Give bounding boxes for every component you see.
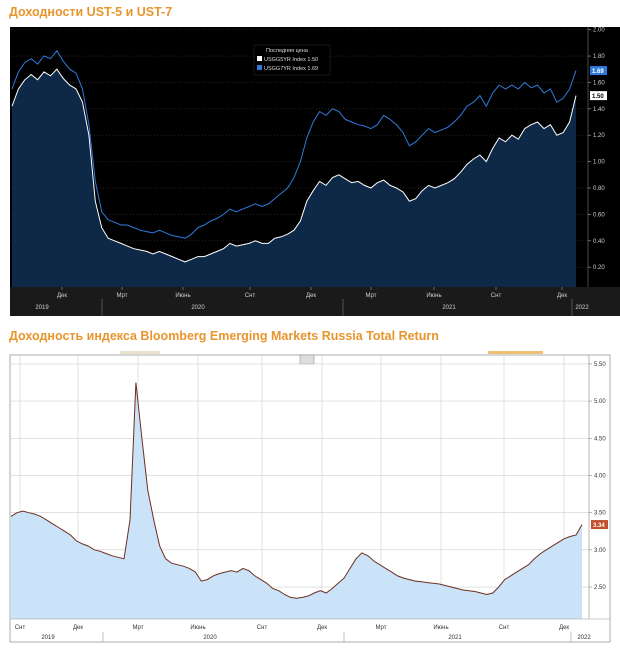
chart1-xtick-label: Дек bbox=[557, 293, 567, 299]
chart2-ytick-label: 5.00 bbox=[594, 399, 606, 405]
chart1-last-value-tag bbox=[590, 91, 607, 101]
chart2-ytick-label: 4.50 bbox=[594, 436, 606, 442]
chart1-series-line-usgg5yr bbox=[11, 68, 577, 263]
chart2-title: Доходность индекса Bloomberg Emerging Ma… bbox=[9, 329, 439, 343]
chart2-xtick-label: Дек bbox=[559, 625, 569, 631]
chart2-year-label: 2022 bbox=[577, 635, 591, 641]
chart2-last-value-label: 3.34 bbox=[593, 523, 605, 529]
chart2-xtick-label: Мрт bbox=[376, 625, 387, 631]
chart2-year-label: 2019 bbox=[41, 635, 55, 641]
chart2-top-marker bbox=[120, 351, 160, 354]
chart1-xtick-label: Июнь bbox=[175, 293, 190, 299]
chart1-last-value-label: 1.50 bbox=[592, 94, 604, 100]
chart2-ytick-label: 2.50 bbox=[594, 585, 606, 591]
chart1-ytick-label: 1.80 bbox=[593, 54, 605, 60]
chart1-year-label: 2020 bbox=[191, 305, 205, 311]
chart1-legend-swatch bbox=[257, 56, 262, 61]
chart2-xtick-label: Снт bbox=[499, 625, 510, 631]
chart2-ytick-label: 3.00 bbox=[594, 548, 606, 554]
chart1-ytick-label: 1.20 bbox=[593, 133, 605, 139]
chart2-ytick-label: 3.50 bbox=[594, 511, 606, 517]
chart1-title: Доходности UST-5 и UST-7 bbox=[9, 5, 173, 19]
chart1-legend-entry: USGG7YR Index 1.69 bbox=[264, 66, 318, 72]
chart1-xtick-label: Июнь bbox=[426, 293, 441, 299]
chart2-xtick-label: Мрт bbox=[133, 625, 144, 631]
chart2-series-line bbox=[10, 382, 583, 599]
chart1-year-label: 2019 bbox=[35, 305, 49, 311]
chart1-area-fill bbox=[12, 69, 576, 287]
chart1-legend-header: Последняя цена bbox=[266, 48, 309, 54]
chart1-year-label: 2022 bbox=[575, 305, 589, 311]
chart2-xtick-label: Снт bbox=[15, 625, 26, 631]
chart2-xtick-label: Снт bbox=[257, 625, 268, 631]
chart1-ytick-label: 1.60 bbox=[593, 80, 605, 86]
chart1-ytick-label: 0.80 bbox=[593, 186, 605, 192]
chart1-xaxis-band bbox=[10, 287, 620, 316]
chart1-ytick-label: 1.00 bbox=[593, 160, 605, 166]
chart1-last-value-label: 1.69 bbox=[592, 69, 604, 75]
chart1-ytick-label: 0.40 bbox=[593, 239, 605, 245]
chart2-xtick-label: Июнь bbox=[433, 625, 448, 631]
chart1-series-line-usgg7yr bbox=[11, 49, 577, 239]
chart2-xtick-label: Июнь bbox=[190, 625, 205, 631]
chart2-last-value-tag bbox=[591, 520, 608, 530]
chart2-year-label: 2021 bbox=[448, 635, 462, 641]
chart1-legend-entry: USGG5YR Index 1.50 bbox=[264, 57, 318, 63]
chart1-xtick-label: Дек bbox=[306, 293, 316, 299]
chart1-xtick-label: Мрт bbox=[117, 293, 128, 299]
chart1-xtick-label: Мрт bbox=[366, 293, 377, 299]
chart1-ytick-label: 1.40 bbox=[593, 107, 605, 113]
chart1-xtick-label: Снт bbox=[491, 293, 502, 299]
chart1-legend-swatch bbox=[257, 65, 262, 70]
chart1-legend-box bbox=[253, 44, 331, 76]
chart2-xtick-label: Дек bbox=[73, 625, 83, 631]
chart2-toolbar-icon bbox=[299, 354, 315, 365]
chart2-area-fill bbox=[11, 382, 582, 619]
chart1-year-label: 2021 bbox=[442, 305, 456, 311]
chart2-ytick-label: 4.00 bbox=[594, 473, 606, 479]
chart2-xtick-label: Дек bbox=[317, 625, 327, 631]
chart1-xtick-label: Дек bbox=[57, 293, 67, 299]
chart1-ytick-label: 0.60 bbox=[593, 212, 605, 218]
chart2-top-marker bbox=[488, 351, 543, 354]
chart1-last-value-tag bbox=[590, 66, 607, 76]
chart1-ytick-label: 2.00 bbox=[593, 28, 605, 34]
chart1-ytick-label: 0.20 bbox=[593, 265, 605, 271]
chart2-year-label: 2020 bbox=[203, 635, 217, 641]
chart1-xtick-label: Снт bbox=[245, 293, 256, 299]
chart2-ytick-label: 5.50 bbox=[594, 362, 606, 368]
